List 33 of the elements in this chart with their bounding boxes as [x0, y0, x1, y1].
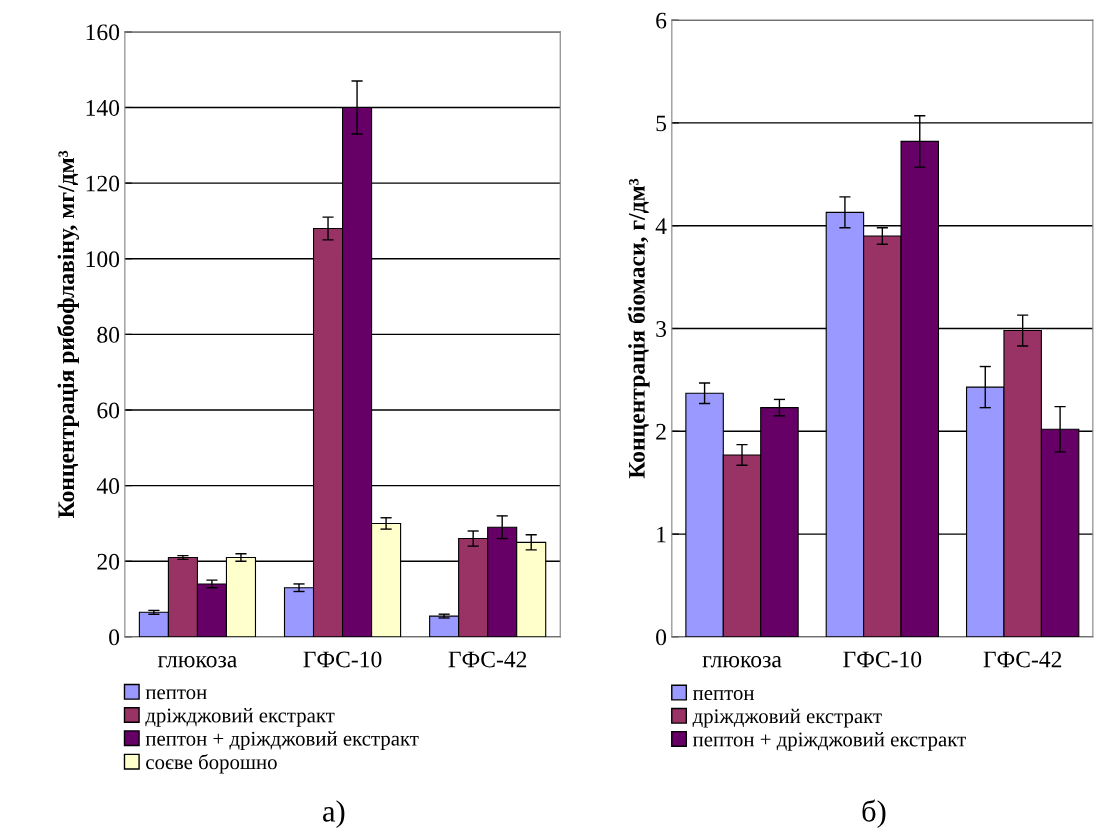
legend-label: соєве борошно: [146, 754, 277, 774]
x-tick-label: ГФС-42: [448, 651, 527, 668]
y-tick-label: 1: [657, 526, 666, 543]
legend-label: дріжджовий екстракт: [145, 708, 335, 727]
y-tick-label: 60: [97, 402, 120, 419]
x-tick-label: глюкоза: [702, 656, 782, 668]
y-tick-label: 5: [656, 115, 667, 132]
y-tick-label: 0: [656, 629, 667, 646]
y-tick-label: 4: [655, 218, 667, 234]
x-tick-label: глюкоза: [157, 656, 237, 668]
y-tick-label: 140: [86, 99, 120, 116]
legend-label: пептон: [692, 690, 755, 701]
x-tick-label: ГФС-10: [303, 651, 382, 668]
x-tick-label: ГФС-10: [843, 651, 922, 668]
x-tick-label: ГФС-42: [983, 651, 1062, 668]
y-tick-label: 6: [656, 12, 667, 29]
legend-label: пептон + дріжджовий екстракт: [145, 731, 419, 750]
y-tick-label: 80: [97, 326, 120, 343]
y-tick-label: 160: [86, 24, 120, 41]
legend-label: дріжджовий екстракт: [692, 708, 882, 728]
text: а): [323, 800, 345, 828]
y-axis-title: Концентрація рибофлавіну, мг/дм³: [57, 150, 80, 519]
y-tick-label: 40: [96, 478, 120, 495]
y-tick-label: 120: [86, 175, 120, 192]
y-tick-label: 2: [656, 423, 666, 440]
text: б): [862, 799, 886, 828]
y-axis-title: Концентрація біомаси, г/дм³: [627, 178, 650, 479]
legend-label: пептон + дріжджовий екстракт: [692, 732, 966, 751]
y-tick-label: 20: [97, 553, 120, 570]
y-tick-label: 0: [109, 629, 120, 646]
y-tick-label: 100: [86, 251, 120, 268]
y-tick-label: 3: [656, 321, 667, 337]
legend-label: пептон: [145, 689, 207, 700]
